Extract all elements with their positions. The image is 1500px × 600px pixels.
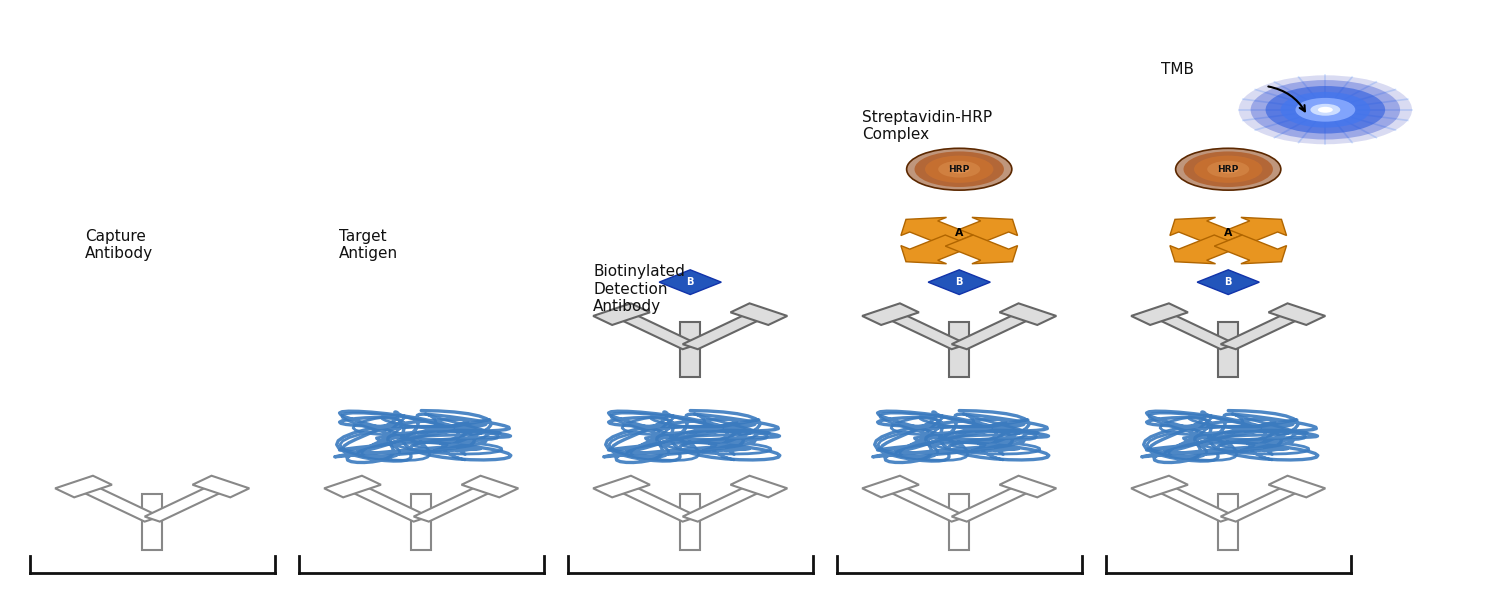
Polygon shape xyxy=(1215,217,1287,246)
Circle shape xyxy=(1176,148,1281,190)
Polygon shape xyxy=(945,217,1017,246)
Polygon shape xyxy=(76,484,160,521)
Circle shape xyxy=(948,165,969,173)
Circle shape xyxy=(1208,161,1249,178)
Polygon shape xyxy=(1170,235,1242,264)
Polygon shape xyxy=(1221,311,1305,349)
Circle shape xyxy=(1184,151,1274,187)
Polygon shape xyxy=(1215,235,1287,264)
Polygon shape xyxy=(862,304,919,325)
Circle shape xyxy=(1318,107,1334,113)
Circle shape xyxy=(1281,92,1370,128)
Text: Streptavidin-HRP
Complex: Streptavidin-HRP Complex xyxy=(862,110,992,142)
Circle shape xyxy=(1194,155,1263,183)
Polygon shape xyxy=(682,484,766,521)
Circle shape xyxy=(1311,104,1341,116)
Circle shape xyxy=(1218,165,1239,173)
Polygon shape xyxy=(142,494,162,550)
Polygon shape xyxy=(1131,304,1188,325)
Circle shape xyxy=(1296,98,1356,122)
Polygon shape xyxy=(884,311,968,349)
Polygon shape xyxy=(414,484,498,521)
Polygon shape xyxy=(999,476,1056,497)
Circle shape xyxy=(915,151,1004,187)
Polygon shape xyxy=(682,311,766,349)
Polygon shape xyxy=(1152,311,1236,349)
Text: B: B xyxy=(1224,277,1232,287)
Polygon shape xyxy=(592,476,650,497)
Circle shape xyxy=(1251,80,1400,140)
Polygon shape xyxy=(411,494,430,550)
Polygon shape xyxy=(950,322,969,377)
Text: TMB: TMB xyxy=(1161,62,1194,77)
Polygon shape xyxy=(681,322,700,377)
Polygon shape xyxy=(928,270,990,295)
Polygon shape xyxy=(1218,494,1237,550)
Text: Biotinylated
Detection
Antibody: Biotinylated Detection Antibody xyxy=(592,265,686,314)
Polygon shape xyxy=(1170,217,1242,246)
Text: B: B xyxy=(687,277,694,287)
Text: Capture
Antibody: Capture Antibody xyxy=(86,229,153,261)
Circle shape xyxy=(926,155,993,183)
Text: HRP: HRP xyxy=(1218,165,1239,174)
Polygon shape xyxy=(730,304,788,325)
Polygon shape xyxy=(884,484,968,521)
Circle shape xyxy=(938,161,981,178)
Text: A: A xyxy=(956,229,963,238)
Polygon shape xyxy=(950,494,969,550)
Polygon shape xyxy=(1269,476,1326,497)
Polygon shape xyxy=(999,304,1056,325)
Circle shape xyxy=(1266,86,1384,134)
Polygon shape xyxy=(1131,476,1188,497)
Polygon shape xyxy=(681,494,700,550)
Polygon shape xyxy=(1218,322,1237,377)
Polygon shape xyxy=(192,476,249,497)
Polygon shape xyxy=(345,484,429,521)
Polygon shape xyxy=(945,235,1017,264)
Text: Target
Antigen: Target Antigen xyxy=(339,229,398,261)
Polygon shape xyxy=(1269,304,1326,325)
Polygon shape xyxy=(324,476,381,497)
Polygon shape xyxy=(1197,270,1260,295)
Polygon shape xyxy=(902,235,974,264)
Circle shape xyxy=(1239,76,1412,144)
Polygon shape xyxy=(862,476,919,497)
Polygon shape xyxy=(1221,484,1305,521)
Text: B: B xyxy=(956,277,963,287)
Polygon shape xyxy=(592,304,650,325)
Polygon shape xyxy=(902,217,974,246)
Polygon shape xyxy=(56,476,112,497)
Polygon shape xyxy=(144,484,228,521)
Circle shape xyxy=(906,148,1013,190)
Polygon shape xyxy=(951,311,1035,349)
Text: HRP: HRP xyxy=(948,165,970,174)
Polygon shape xyxy=(658,270,722,295)
Polygon shape xyxy=(951,484,1035,521)
Polygon shape xyxy=(1152,484,1236,521)
Polygon shape xyxy=(614,484,698,521)
Text: A: A xyxy=(1224,229,1233,238)
Polygon shape xyxy=(730,476,788,497)
Polygon shape xyxy=(614,311,698,349)
Polygon shape xyxy=(462,476,519,497)
